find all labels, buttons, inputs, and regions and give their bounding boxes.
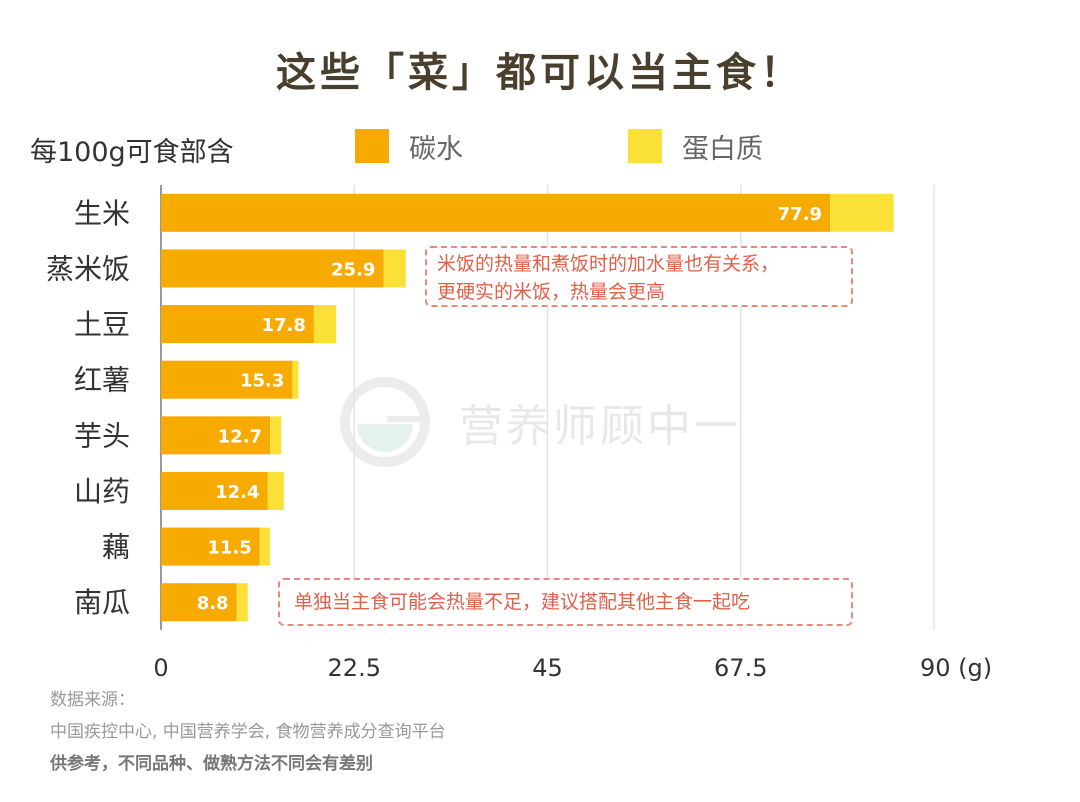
bar-protein [270,416,282,455]
bar-carbs [161,527,260,566]
bar-protein [830,193,894,232]
bar-carbs [161,249,384,288]
annotation-rice-line-2: 更硬实的米饭，热量会更高 [437,281,666,303]
bar-value-label: 12.7 [218,426,262,447]
x-tick-label: 45 [532,654,563,682]
legend-text-carbs: 碳水 [409,133,463,165]
category-label: 蒸米饭 [46,252,130,285]
legend-swatch-protein [628,129,662,163]
bar-carbs [161,305,314,344]
x-tick-label: 22.5 [328,654,381,682]
bar-carbs [161,471,268,510]
legend-text-protein: 蛋白质 [682,133,763,165]
source-label: 数据来源： [50,690,135,710]
category-label: 生米 [74,197,130,230]
source-block: 数据来源： 中国疾控中心, 中国营养学会, 食物营养成分查询平台 供参考，不同品… [50,684,446,780]
category-label: 南瓜 [74,586,130,619]
watermark: 营养师顾中一 [335,372,741,472]
bar-value-label: 77.9 [778,204,822,225]
annotation-rice: 米饭的热量和煮饭时的加水量也有关系， 更硬实的米饭，热量会更高 [425,246,853,307]
bar-carbs [161,583,237,622]
watermark-logo-icon [340,377,430,467]
category-label: 藕 [102,531,130,564]
bar-carbs [161,193,831,232]
bar-protein [267,471,284,510]
x-tick-label: 90 (g) [920,654,992,682]
category-label: 红薯 [74,364,130,397]
bar-carbs [161,416,271,455]
category-label: 山药 [74,475,130,508]
bar-value-label: 8.8 [197,593,229,614]
annotation-rice-line-1: 米饭的热量和煮饭时的加水量也有关系， [437,253,780,275]
bar-protein [383,249,406,288]
source-text: 中国疾控中心, 中国营养学会, 食物营养成分查询平台 [50,722,446,742]
x-tick-label: 0 [153,654,168,682]
bar-protein [259,527,271,566]
legend-item-protein: 蛋白质 [628,128,763,165]
bar-protein [313,305,337,344]
category-label: 土豆 [74,308,130,341]
bar-value-label: 15.3 [240,371,284,392]
legend-item-carbs: 碳水 [355,128,463,165]
category-label: 芋头 [74,419,130,452]
annotation-pumpkin: 单独当主食可能会热量不足，建议搭配其他主食一起吃 [278,578,853,626]
bar-protein [292,360,299,399]
legend-unit-label: 每100g可食部含 [30,137,234,168]
annotation-pumpkin-line-1: 单独当主食可能会热量不足，建议搭配其他主食一起吃 [294,591,751,613]
bar-carbs [161,360,293,399]
bar-value-label: 25.9 [331,259,375,280]
source-note: 供参考，不同品种、做熟方法不同会有差别 [50,754,373,774]
bar-value-label: 12.4 [215,482,259,503]
x-tick-label: 67.5 [714,654,767,682]
bar-value-label: 17.8 [261,315,305,336]
legend-swatch-carbs [355,129,389,163]
chart-title: 这些「菜」都可以当主食！ [276,50,804,96]
bar-value-label: 11.5 [207,538,251,559]
bar-protein [236,583,248,622]
watermark-text: 营养师顾中一 [459,401,741,452]
